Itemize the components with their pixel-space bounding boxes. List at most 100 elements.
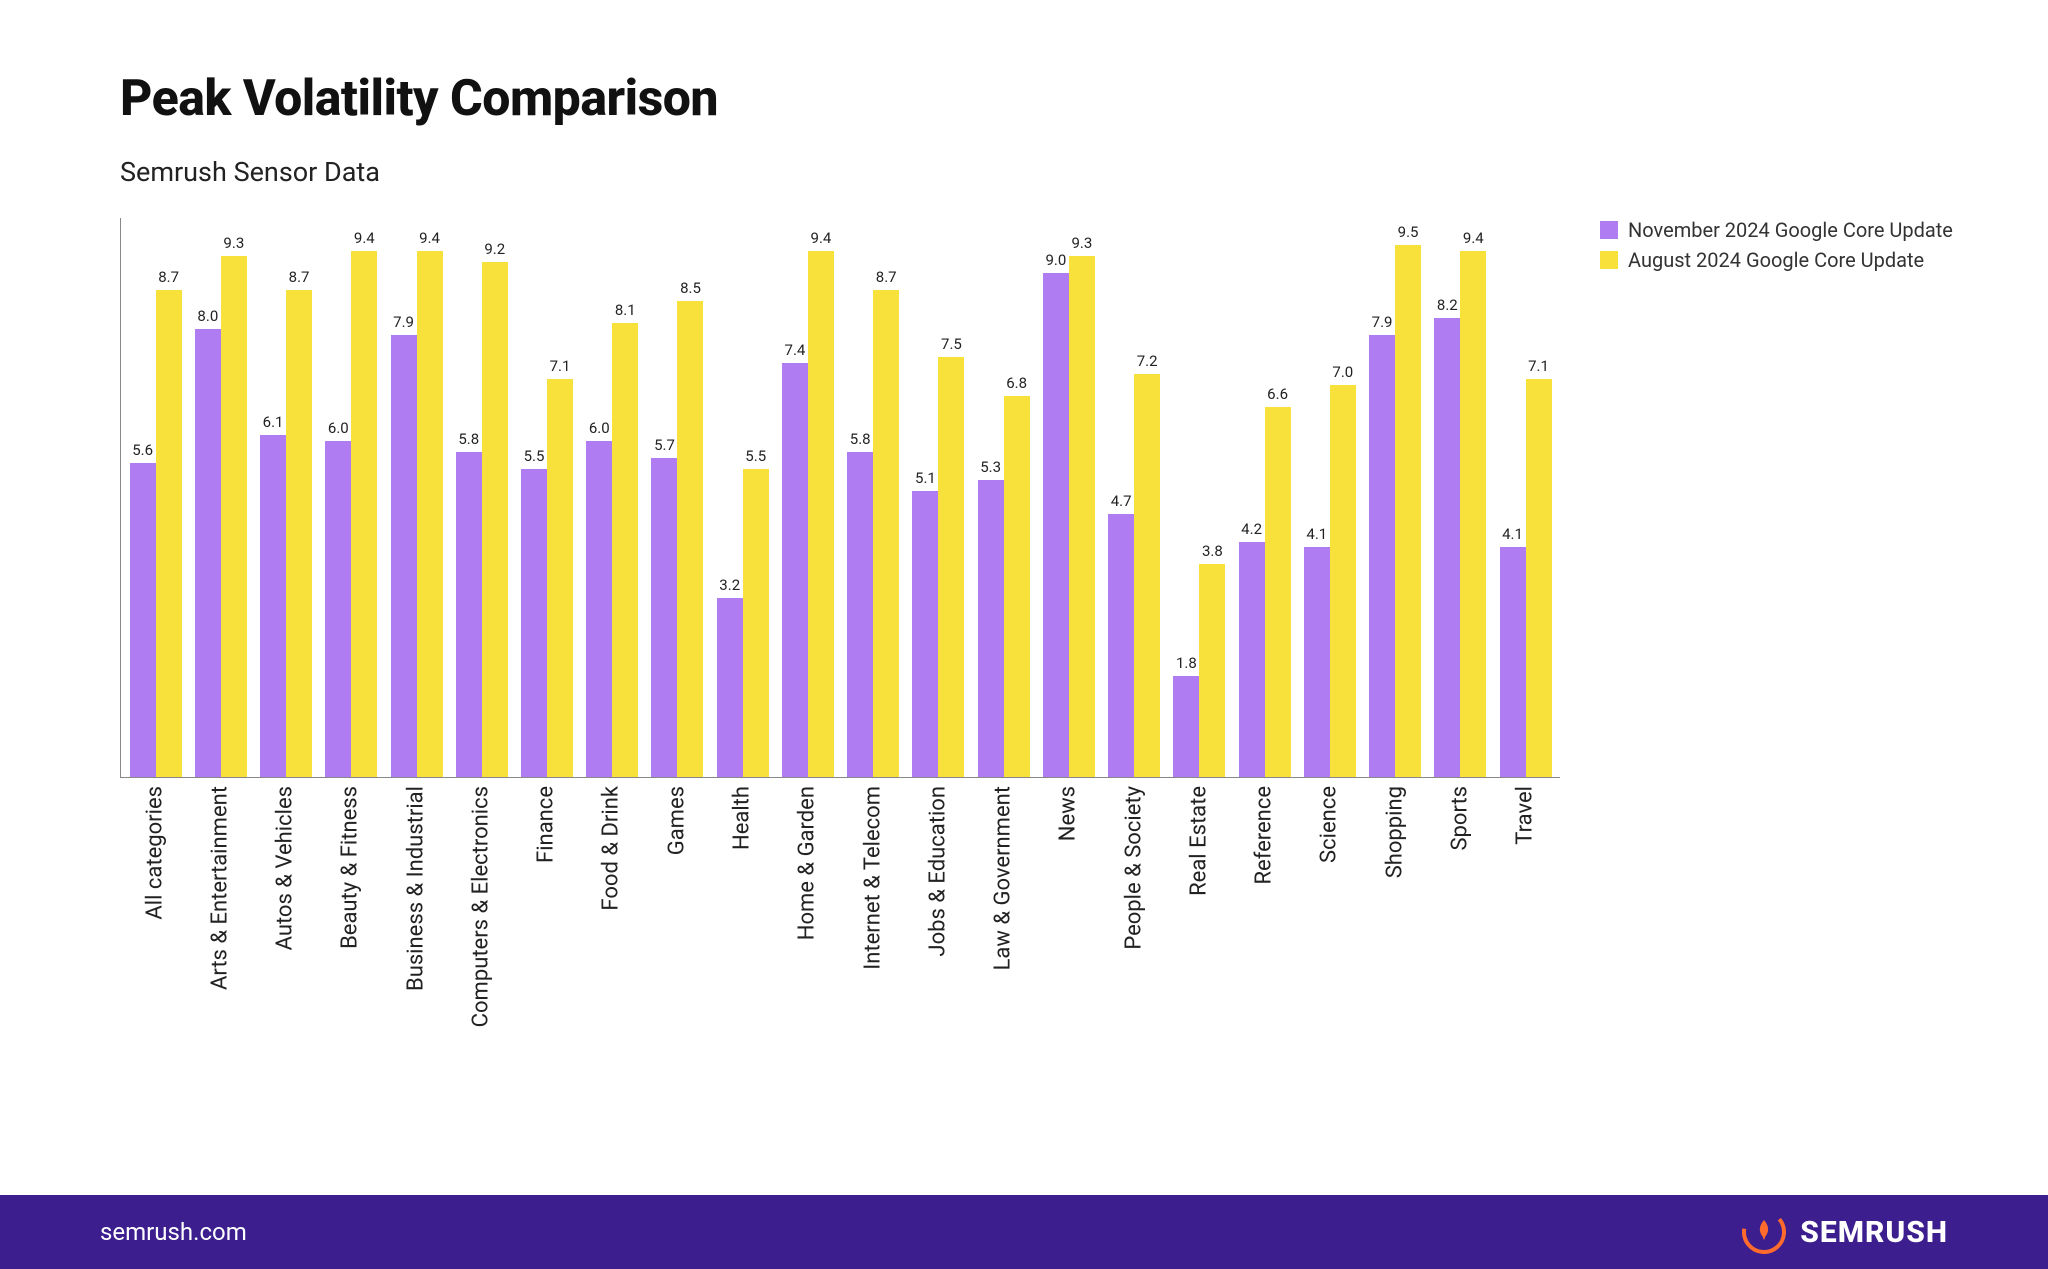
bar-value-label: 8.7 (158, 268, 179, 290)
bar: 8.7 (286, 290, 312, 777)
bar-value-label: 8.5 (680, 279, 701, 301)
bar-group: 4.17.1 (1493, 218, 1558, 777)
bar-value-label: 6.8 (1006, 374, 1027, 396)
bar-value-label: 7.0 (1332, 363, 1353, 385)
bar-value-label: 6.0 (328, 419, 349, 441)
bar: 8.7 (156, 290, 182, 777)
bar-value-label: 4.2 (1241, 520, 1262, 542)
x-axis-label: Arts & Entertainment (207, 786, 232, 990)
bar-group: 7.99.5 (1362, 218, 1427, 777)
bar-value-label: 9.0 (1045, 251, 1066, 273)
bar: 1.8 (1173, 676, 1199, 777)
chart-title: Peak Volatility Comparison (120, 70, 1958, 128)
bar: 5.6 (130, 463, 156, 777)
bar: 7.4 (782, 363, 808, 777)
bar-value-label: 9.3 (1071, 234, 1092, 256)
bar: 7.1 (1526, 379, 1552, 777)
bar: 6.6 (1265, 407, 1291, 777)
bar-group: 5.89.2 (449, 218, 514, 777)
bar: 9.4 (1460, 251, 1486, 777)
bar: 5.7 (651, 458, 677, 777)
x-axis-label: Business & Industrial (403, 786, 428, 991)
x-axis-label: Autos & Vehicles (273, 786, 298, 950)
bar-value-label: 6.0 (589, 419, 610, 441)
bar-group: 4.17.0 (1297, 218, 1362, 777)
bar-value-label: 7.4 (785, 341, 806, 363)
main-content: Peak Volatility Comparison Semrush Senso… (0, 0, 2048, 1195)
x-axis-label: People & Society (1121, 786, 1146, 950)
legend: November 2024 Google Core Update August 2… (1600, 218, 1953, 278)
bar: 5.5 (743, 469, 769, 777)
bar: 7.1 (547, 379, 573, 777)
bar-value-label: 9.4 (419, 229, 440, 251)
legend-item: November 2024 Google Core Update (1600, 218, 1953, 242)
bar: 4.1 (1500, 547, 1526, 777)
bar-value-label: 7.9 (393, 313, 414, 335)
bar: 9.0 (1043, 273, 1069, 777)
bar: 3.8 (1199, 564, 1225, 777)
bar: 5.8 (847, 452, 873, 777)
bar-group: 1.83.8 (1167, 218, 1232, 777)
flame-icon (1742, 1210, 1786, 1254)
bar: 4.2 (1239, 542, 1265, 777)
bar: 4.7 (1108, 514, 1134, 777)
bar: 4.1 (1304, 547, 1330, 777)
bar-value-label: 5.8 (458, 430, 479, 452)
legend-swatch (1600, 251, 1618, 269)
bar: 9.3 (1069, 256, 1095, 777)
bar-value-label: 7.5 (941, 335, 962, 357)
bar: 9.2 (482, 262, 508, 777)
x-axis-label: Finance (534, 786, 559, 863)
legend-swatch (1600, 221, 1618, 239)
bar-value-label: 9.3 (223, 234, 244, 256)
x-axis-label: Reference (1252, 786, 1277, 885)
bar: 7.9 (391, 335, 417, 777)
bar-group: 5.68.7 (123, 218, 188, 777)
bar: 6.0 (325, 441, 351, 777)
bar-value-label: 9.2 (484, 240, 505, 262)
bar-value-label: 5.3 (980, 458, 1001, 480)
bar: 8.2 (1434, 318, 1460, 777)
bar-value-label: 5.5 (745, 447, 766, 469)
bar-group: 5.57.1 (514, 218, 579, 777)
bar-group: 5.88.7 (841, 218, 906, 777)
x-axis-label: Games (664, 786, 689, 855)
bar-group: 6.08.1 (580, 218, 645, 777)
bar: 8.0 (195, 329, 221, 777)
legend-label: August 2024 Google Core Update (1628, 248, 1924, 272)
bar-value-label: 8.7 (876, 268, 897, 290)
bar-value-label: 5.5 (524, 447, 545, 469)
bar: 9.5 (1395, 245, 1421, 777)
footer-url: semrush.com (100, 1218, 247, 1246)
bar-value-label: 8.0 (197, 307, 218, 329)
x-axis-label: News (1056, 786, 1081, 841)
bar-value-label: 7.1 (1528, 357, 1549, 379)
bar-value-label: 1.8 (1176, 654, 1197, 676)
bar-group: 7.9 9.4 (384, 218, 449, 777)
bar: 8.7 (873, 290, 899, 777)
bar: 6.0 (586, 441, 612, 777)
bar-value-label: 9.4 (811, 229, 832, 251)
bar: 9.4 (351, 251, 377, 777)
bar: 9.3 (221, 256, 247, 777)
x-axis-label: Food & Drink (599, 786, 624, 911)
x-axis-label: Travel (1513, 786, 1538, 845)
bar-group: 8.09.3 (188, 218, 253, 777)
x-axis-label: Jobs & Education (925, 786, 950, 957)
bar: 7.0 (1330, 385, 1356, 777)
bar-group: 5.36.8 (971, 218, 1036, 777)
bar-value-label: 6.6 (1267, 385, 1288, 407)
bar-value-label: 9.4 (1463, 229, 1484, 251)
bar-value-label: 7.1 (550, 357, 571, 379)
bar: 7.5 (938, 357, 964, 777)
x-axis-label: Computers & Electronics (468, 786, 493, 1027)
bar-group: 4.77.2 (1102, 218, 1167, 777)
bar: 7.2 (1134, 374, 1160, 777)
bar: 6.8 (1004, 396, 1030, 777)
bar-value-label: 5.7 (654, 436, 675, 458)
x-axis-label: Health (730, 786, 755, 850)
bar-group: 6.18.7 (253, 218, 318, 777)
brand: SEMRUSH (1742, 1210, 1948, 1254)
bar-value-label: 8.1 (615, 301, 636, 323)
bar: 8.1 (612, 323, 638, 777)
